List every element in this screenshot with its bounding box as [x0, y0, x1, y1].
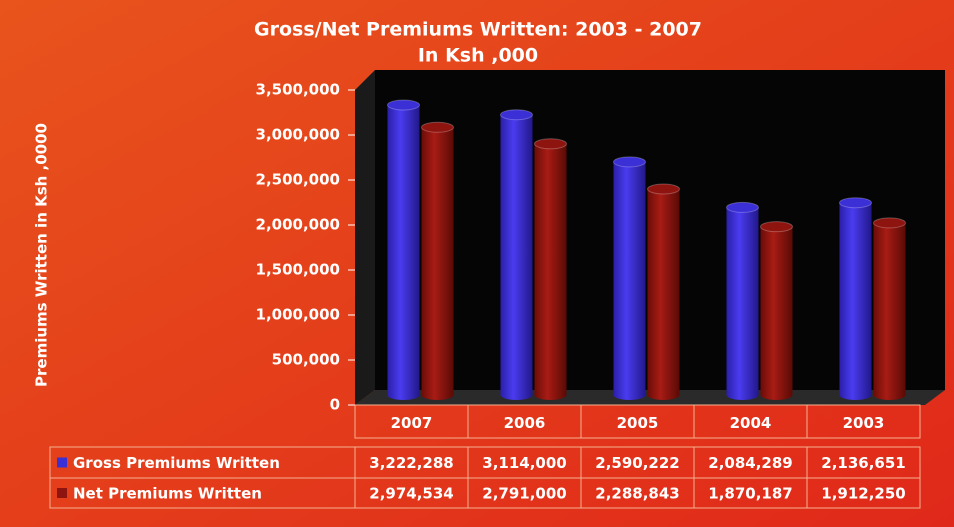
bar-top [647, 183, 680, 195]
side-wall [355, 70, 375, 405]
bar-top [726, 201, 759, 213]
chart-subtitle: In Ksh ,000 [418, 45, 538, 67]
bar [613, 161, 646, 395]
x-tick-label: 2006 [504, 414, 546, 432]
y-tick-label: 500,000 [272, 351, 340, 369]
legend-swatch [57, 488, 67, 498]
x-tick-label: 2005 [617, 414, 659, 432]
bar-base [760, 390, 793, 400]
table-value: 2,084,289 [708, 454, 792, 472]
bar-base [839, 390, 872, 400]
y-tick-label: 1,000,000 [256, 306, 340, 324]
bar-top [387, 99, 420, 111]
y-tick-label: 3,500,000 [256, 81, 340, 99]
bar-top [873, 217, 906, 229]
y-tick-label: 3,000,000 [256, 126, 340, 144]
table-value: 3,222,288 [369, 454, 453, 472]
bar [534, 143, 567, 395]
bar [500, 114, 533, 396]
bar-base [534, 390, 567, 400]
bar [387, 104, 420, 395]
table-value: 3,114,000 [482, 454, 566, 472]
bar-base [647, 390, 680, 400]
x-tick-label: 2003 [843, 414, 885, 432]
table-value: 2,791,000 [482, 485, 566, 503]
y-axis-label: Premiums Written in Ksh ,0000 [33, 123, 51, 387]
bar [726, 207, 759, 395]
bar-base [873, 390, 906, 400]
table-cell [806, 404, 921, 439]
bar-top [760, 221, 793, 233]
y-tick-label: 2,500,000 [256, 171, 340, 189]
x-tick-label: 2004 [730, 414, 772, 432]
chart-title: Gross/Net Premiums Written: 2003 - 2007 [254, 19, 702, 41]
bar-top [839, 197, 872, 209]
legend-swatch [57, 457, 67, 468]
bar-base [726, 390, 759, 400]
y-tick-label: 2,000,000 [256, 216, 340, 234]
bar [873, 222, 906, 395]
legend-label: Gross Premiums Written [73, 454, 280, 472]
bar-top [534, 138, 567, 150]
table-cell [806, 477, 921, 509]
bar-base [613, 390, 646, 400]
table-value: 2,590,222 [595, 454, 679, 472]
bar [647, 189, 680, 395]
bar-base [421, 390, 454, 400]
x-tick-label: 2007 [391, 414, 433, 432]
table-value: 2,974,534 [369, 485, 453, 503]
y-tick-label: 0 [330, 396, 340, 414]
table-value: 1,912,250 [821, 485, 905, 503]
bar-base [387, 390, 420, 400]
y-tick-label: 1,500,000 [256, 261, 340, 279]
bar-top [421, 121, 454, 133]
bar-base [500, 390, 533, 400]
bar-top [500, 109, 533, 121]
table-value: 2,136,651 [821, 454, 905, 472]
bar [839, 202, 872, 395]
bar-top [613, 156, 646, 168]
table-value: 2,288,843 [595, 485, 679, 503]
bar [760, 226, 793, 395]
legend-label: Net Premiums Written [73, 485, 262, 503]
bar [421, 127, 454, 396]
table-value: 1,870,187 [708, 485, 792, 503]
